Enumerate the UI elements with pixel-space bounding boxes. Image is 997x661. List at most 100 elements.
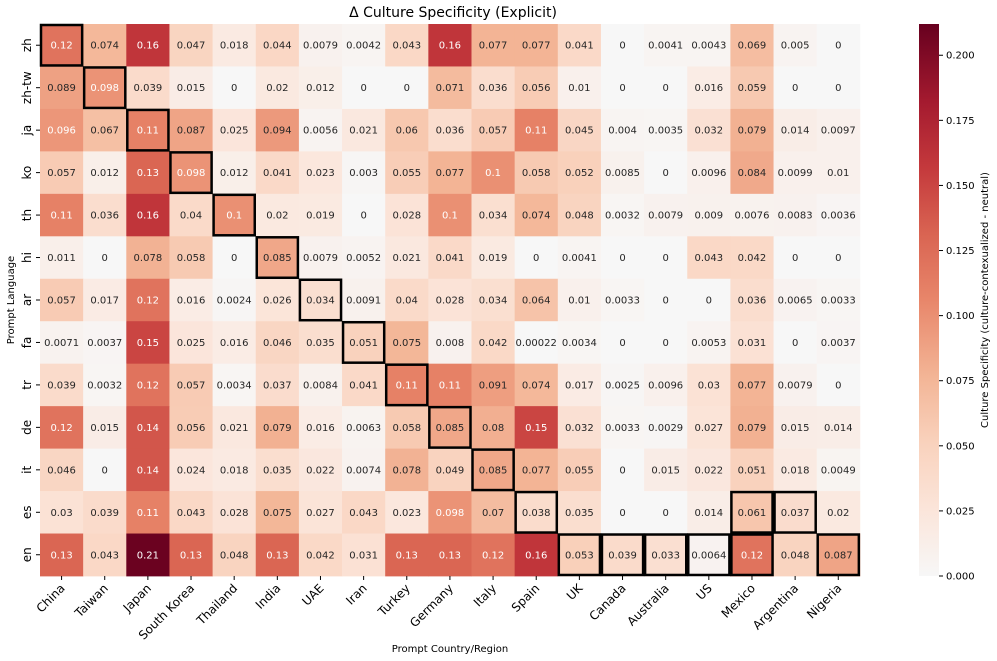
heatmap-cell — [773, 66, 818, 110]
x-tick-label: India — [253, 581, 284, 612]
heatmap-cell — [687, 406, 731, 449]
cell-value-label: 0.018 — [220, 41, 249, 52]
y-tick-label: ko — [20, 166, 34, 180]
heatmap-cell — [40, 151, 84, 195]
heatmap-cells — [40, 24, 861, 577]
cell-value-label: 0.023 — [392, 508, 421, 519]
heatmap-cell — [83, 108, 127, 152]
colorbar-label: Culture Specificity (culture-contexualiz… — [980, 172, 991, 428]
heatmap-cell — [557, 151, 602, 195]
cell-value-label: 0 — [404, 83, 410, 94]
heatmap-cell — [342, 363, 386, 407]
cell-value-label: 0.036 — [738, 295, 767, 306]
cell-value-label: 0.052 — [565, 168, 594, 179]
heatmap-cell — [40, 66, 84, 110]
cell-value-label: 0.017 — [90, 295, 119, 306]
heatmap-cell — [83, 66, 127, 110]
heatmap-cell — [212, 66, 257, 110]
cell-value-label: 0.08 — [482, 423, 504, 434]
heatmap-cell — [298, 533, 343, 577]
cell-value-label: 0.12 — [50, 41, 72, 52]
cell-value-label: 0.056 — [177, 423, 206, 434]
heatmap-cell — [514, 491, 559, 534]
heatmap-cell — [730, 236, 774, 280]
heatmap-cell — [644, 24, 688, 67]
cell-value-label: 0.028 — [436, 295, 465, 306]
cell-value-label: 0.059 — [738, 83, 767, 94]
cell-value-label: 0.057 — [47, 295, 76, 306]
heatmap-cell — [83, 491, 127, 534]
cell-value-label: 0.053 — [565, 550, 594, 561]
cell-value-label: 0.035 — [306, 338, 335, 349]
cell-value-label: 0.027 — [695, 423, 724, 434]
cell-value-label: 0.077 — [436, 168, 465, 179]
heatmap-cell — [212, 24, 257, 67]
cell-value-label: 0.032 — [695, 126, 724, 137]
cell-value-label: 0.074 — [522, 211, 551, 222]
highlight-boxes — [39, 23, 861, 577]
cell-value-label: 0.0032 — [87, 380, 122, 391]
cell-value-label: 0.12 — [741, 550, 763, 561]
heatmap-cell — [255, 321, 300, 365]
heatmap-cell — [126, 363, 170, 407]
cell-value-label: 0.071 — [436, 83, 465, 94]
cell-value-label: 0.039 — [134, 83, 163, 94]
cell-value-label: 0.074 — [90, 41, 119, 52]
heatmap-cell — [83, 363, 127, 407]
heatmap-cell — [428, 66, 472, 110]
heatmap-cell — [83, 151, 127, 195]
cell-value-label: 0.094 — [263, 126, 292, 137]
cell-value-label: 0.084 — [738, 168, 767, 179]
heatmap-cell — [557, 236, 602, 280]
x-axis-label: Prompt Country/Region — [392, 644, 508, 655]
heatmap-cell — [644, 108, 688, 152]
cell-value-label: 0 — [792, 253, 798, 264]
cell-value-label: 0.023 — [306, 168, 335, 179]
cell-value-label: 0.048 — [781, 550, 810, 561]
cell-value-label: 0.079 — [263, 423, 292, 434]
heatmap-cell — [385, 448, 429, 492]
cell-value-label: 0.025 — [220, 126, 249, 137]
heatmap-cell — [816, 108, 861, 152]
cell-value-label: 0.087 — [177, 126, 206, 137]
highlight-box — [428, 405, 472, 449]
heatmap-cell — [255, 278, 300, 322]
cell-value-label: 0 — [662, 295, 668, 306]
heatmap-cell — [644, 66, 688, 110]
heatmap-cell — [600, 448, 645, 492]
heatmap-cell — [385, 151, 429, 195]
heatmap-cell — [342, 236, 386, 280]
heatmap-cell — [40, 193, 84, 237]
heatmap-cell — [773, 363, 818, 407]
cell-value-label: 0 — [619, 465, 625, 476]
cell-value-label: 0.0033 — [605, 423, 640, 434]
cell-value-label: 0 — [231, 83, 237, 94]
heatmap-cell — [773, 193, 818, 237]
heatmap-cell — [169, 448, 213, 492]
heatmap-cell — [126, 533, 170, 577]
heatmap-cell — [169, 321, 213, 365]
heatmap-cell — [557, 491, 602, 534]
heatmap-cell — [514, 406, 559, 449]
highlight-box — [687, 533, 731, 577]
heatmap-cell — [298, 321, 343, 365]
cell-value-label: 0.041 — [263, 168, 292, 179]
colorbar-tick-label: 0.025 — [946, 506, 975, 517]
y-tick-label: hi — [20, 252, 34, 263]
heatmap-cell — [600, 533, 645, 577]
cell-value-label: 0.078 — [392, 465, 421, 476]
heatmap-cell — [255, 193, 300, 237]
heatmap-cell — [169, 363, 213, 407]
heatmap-cell — [730, 406, 774, 449]
chart-title: Δ Culture Specificity (Explicit) — [349, 5, 557, 21]
highlight-box — [341, 320, 386, 364]
heatmap-cell — [730, 278, 774, 322]
cell-value-label: 0.13 — [439, 550, 461, 561]
cell-value-label: 0.018 — [220, 465, 249, 476]
heatmap-cell — [342, 24, 386, 67]
cell-value-label: 0.058 — [177, 253, 206, 264]
heatmap-cell — [385, 193, 429, 237]
heatmap-cell — [514, 108, 559, 152]
heatmap-cell — [342, 66, 386, 110]
colorbar-tick-label: 0.075 — [946, 376, 975, 387]
